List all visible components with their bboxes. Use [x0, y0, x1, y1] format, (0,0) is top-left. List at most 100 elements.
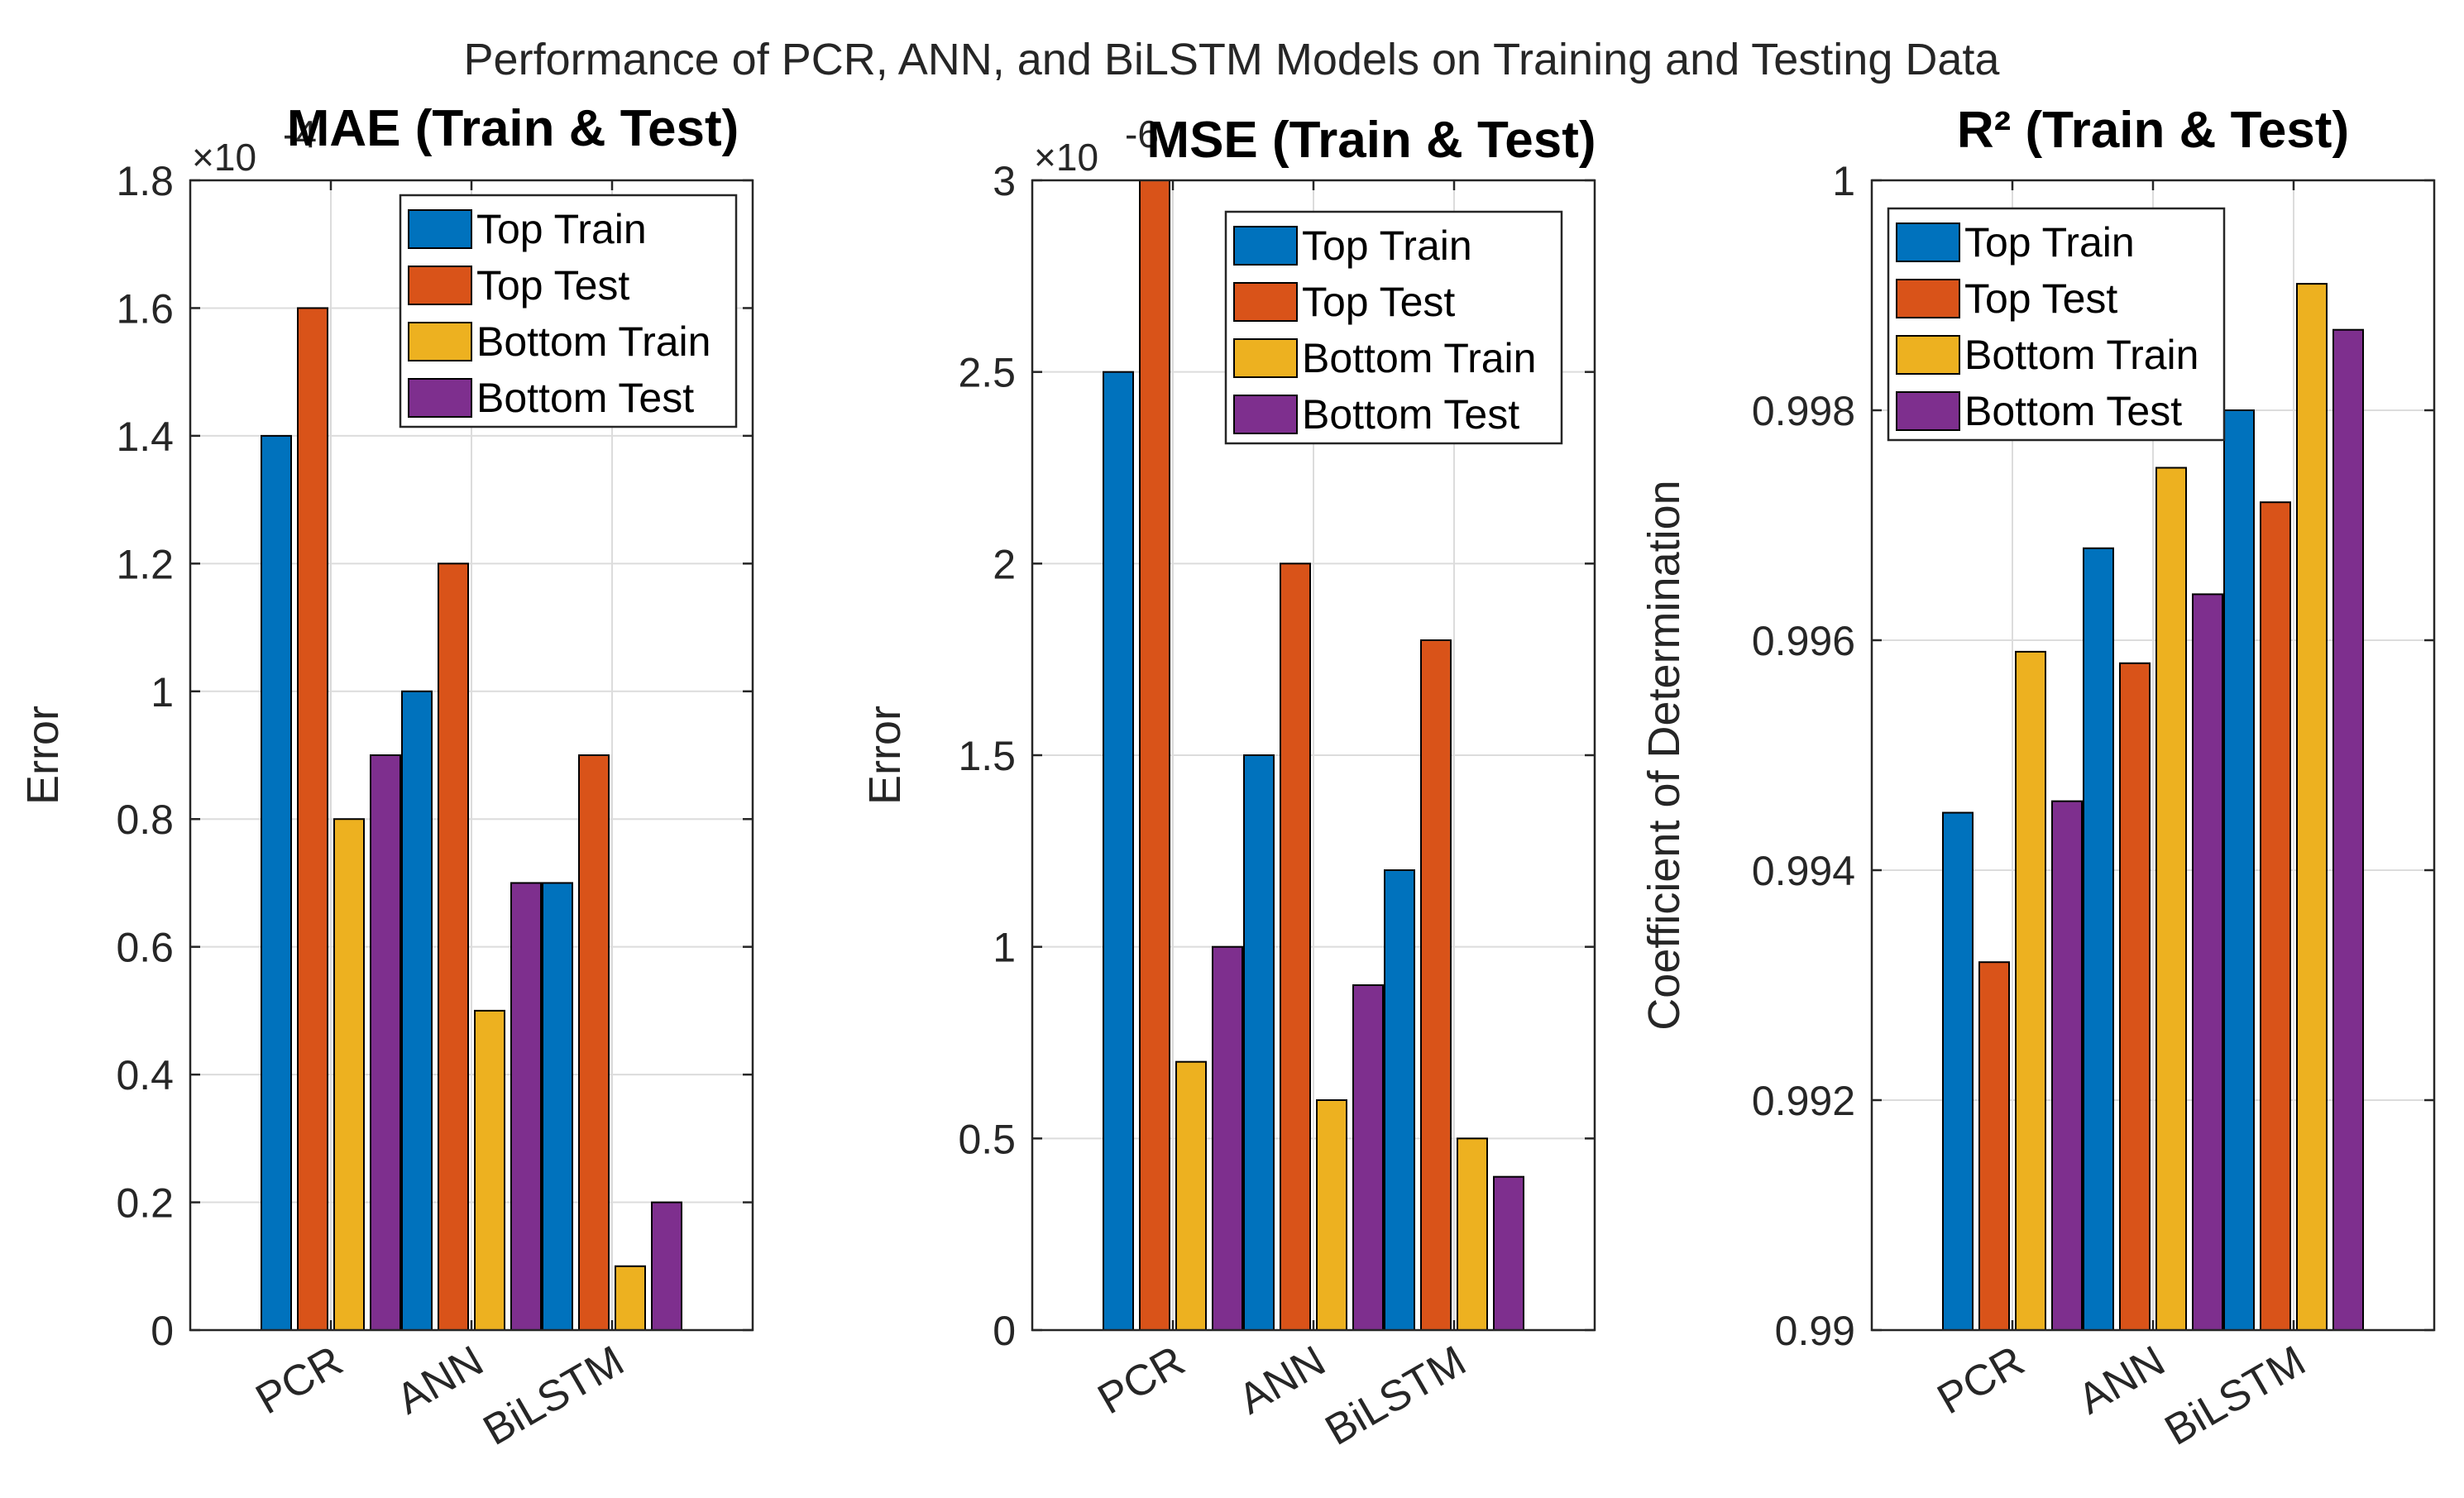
y-tick-label: 0	[151, 1308, 174, 1354]
r2-ylabel: Coefficient of Determination	[1639, 480, 1689, 1030]
bar	[1280, 562, 1311, 1331]
legend-swatch	[1233, 395, 1298, 434]
x-tick-label: BiLSTM	[2157, 1337, 2313, 1455]
bar	[1212, 945, 1243, 1331]
bar	[1316, 1099, 1347, 1331]
legend-swatch	[408, 209, 472, 249]
exponent-label: ×10	[192, 136, 256, 179]
y-tick-label: 0.2	[116, 1180, 174, 1227]
y-tick-label: 1.8	[116, 158, 174, 204]
legend-swatch	[1233, 338, 1298, 378]
bar	[2223, 409, 2255, 1331]
legend-label: Top Test	[476, 262, 629, 309]
exponent-label: ×10	[1034, 136, 1098, 179]
y-tick-label: 1	[993, 925, 1016, 971]
legend: Top Train Top Test Bottom Train Bottom Test	[399, 194, 738, 428]
bar	[1243, 754, 1275, 1331]
legend-label: Bottom Test	[476, 375, 694, 421]
y-tick-label: 0.5	[958, 1116, 1016, 1162]
x-tick-label: ANN	[1231, 1337, 1333, 1424]
mae-ylabel: Error	[18, 706, 68, 805]
bar	[2083, 547, 2114, 1331]
legend-label: Bottom Train	[476, 318, 710, 365]
y-tick-label: 0.992	[1752, 1078, 1855, 1124]
bar	[2192, 593, 2223, 1331]
legend-swatch	[1233, 282, 1298, 322]
y-tick-label: 0.4	[116, 1052, 174, 1098]
legend-swatch	[408, 322, 472, 361]
figure-title: Performance of PCR, ANN, and BiLSTM Mode…	[464, 35, 2001, 84]
bar	[1978, 961, 2010, 1331]
x-tick-label: PCR	[1930, 1337, 2032, 1424]
y-tick-label: 1.6	[116, 285, 174, 332]
bar	[510, 882, 542, 1331]
y-tick-label: 0	[993, 1308, 1016, 1354]
chart-title: MSE (Train & Test)	[1146, 112, 1596, 169]
mse-ylabel: Error	[860, 706, 910, 805]
bar	[2119, 662, 2151, 1331]
x-tick-label: ANN	[389, 1337, 491, 1424]
y-tick-label: 1.2	[116, 541, 174, 587]
bar	[333, 818, 365, 1331]
bar	[2155, 467, 2187, 1331]
y-tick-label: 1.5	[958, 733, 1016, 779]
legend-swatch	[1896, 335, 1960, 375]
y-tick-label: 0.6	[116, 925, 174, 971]
bar	[1942, 811, 1974, 1331]
bar	[1352, 984, 1384, 1331]
x-tick-label: BiLSTM	[476, 1337, 632, 1455]
exponent-value: -6	[1125, 112, 1159, 156]
bar	[2332, 328, 2364, 1332]
bar	[615, 1265, 646, 1332]
bar	[261, 434, 292, 1331]
y-tick-label: 0.8	[116, 797, 174, 843]
bar	[370, 754, 401, 1331]
legend-label: Top Train	[1964, 219, 2135, 266]
x-tick-label: PCR	[1090, 1337, 1193, 1424]
bar	[2051, 800, 2083, 1331]
legend-label: Top Train	[476, 206, 647, 252]
bar	[2296, 283, 2328, 1332]
y-tick-label: 3	[993, 158, 1016, 204]
x-tick-label: ANN	[2070, 1337, 2173, 1424]
bar	[1103, 371, 1134, 1332]
legend-label: Bottom Test	[1964, 388, 2182, 434]
bar	[1139, 179, 1170, 1331]
y-tick-label: 1	[151, 669, 174, 715]
bar	[1493, 1175, 1524, 1331]
y-tick-label: 0.99	[1775, 1308, 1855, 1354]
legend-label: Bottom Test	[1302, 391, 1519, 438]
bar	[438, 562, 469, 1331]
y-tick-label: 1.4	[116, 414, 174, 460]
bar	[297, 307, 328, 1331]
chart-title: R² (Train & Test)	[1957, 102, 2349, 159]
legend-swatch	[1233, 226, 1298, 266]
legend-swatch	[1896, 391, 1960, 431]
legend-label: Bottom Train	[1302, 335, 1536, 381]
x-tick-label: PCR	[248, 1337, 351, 1424]
bar	[2260, 501, 2291, 1331]
legend-swatch	[1896, 279, 1960, 318]
bar	[1457, 1137, 1488, 1332]
bar	[542, 882, 573, 1331]
bar	[1420, 639, 1452, 1331]
y-tick-label: 0.996	[1752, 618, 1855, 664]
y-tick-label: 2.5	[958, 350, 1016, 396]
y-tick-label: 0.994	[1752, 848, 1855, 894]
bar	[651, 1201, 682, 1331]
bar	[1384, 869, 1415, 1331]
y-tick-label: 1	[1832, 158, 1855, 204]
bar	[2015, 650, 2046, 1331]
legend-swatch	[408, 378, 472, 418]
bar	[1175, 1060, 1207, 1331]
legend-label: Bottom Train	[1964, 332, 2198, 378]
legend: Top Train Top Test Bottom Train Bottom Test	[1887, 207, 2226, 442]
exponent-value: -4	[283, 112, 317, 156]
bar	[578, 754, 610, 1331]
bar	[474, 1009, 505, 1332]
y-tick-label: 0.998	[1752, 388, 1855, 434]
chart-title: MAE (Train & Test)	[287, 100, 739, 157]
